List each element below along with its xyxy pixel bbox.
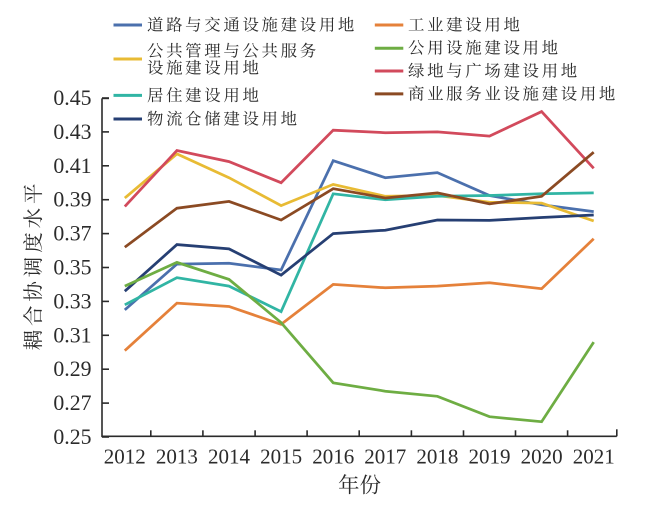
svg-text:居住建设用地: 居住建设用地 bbox=[147, 82, 262, 106]
svg-text:绿地与广场建设用地: 绿地与广场建设用地 bbox=[408, 58, 580, 82]
svg-text:2017: 2017 bbox=[364, 445, 406, 469]
svg-text:商业服务业设施建设用地: 商业服务业设施建设用地 bbox=[408, 80, 618, 104]
svg-text:物流仓储建设用地: 物流仓储建设用地 bbox=[147, 106, 300, 130]
svg-text:工业建设用地: 工业建设用地 bbox=[408, 12, 523, 36]
svg-text:2020: 2020 bbox=[521, 445, 563, 469]
svg-text:0.31: 0.31 bbox=[53, 323, 91, 347]
svg-text:0.25: 0.25 bbox=[53, 425, 91, 449]
svg-text:2019: 2019 bbox=[469, 445, 511, 469]
svg-text:0.29: 0.29 bbox=[53, 357, 91, 381]
svg-text:0.27: 0.27 bbox=[53, 391, 91, 415]
svg-text:2016: 2016 bbox=[312, 445, 354, 469]
svg-text:0.41: 0.41 bbox=[53, 154, 91, 178]
svg-text:2018: 2018 bbox=[416, 445, 458, 469]
svg-text:设施建设用地: 设施建设用地 bbox=[147, 55, 262, 79]
svg-text:2012: 2012 bbox=[104, 445, 146, 469]
svg-text:年份: 年份 bbox=[338, 469, 381, 500]
svg-text:耦合协调度水平: 耦合协调度水平 bbox=[17, 180, 47, 351]
svg-text:公共管理与公共服务: 公共管理与公共服务 bbox=[147, 38, 319, 62]
svg-text:2014: 2014 bbox=[208, 445, 251, 469]
svg-text:0.33: 0.33 bbox=[53, 289, 91, 313]
svg-text:道路与交通设施建设用地: 道路与交通设施建设用地 bbox=[147, 12, 357, 36]
svg-text:0.35: 0.35 bbox=[53, 256, 91, 280]
svg-text:0.45: 0.45 bbox=[53, 86, 91, 110]
svg-text:0.37: 0.37 bbox=[53, 222, 91, 246]
svg-text:0.43: 0.43 bbox=[53, 120, 91, 144]
svg-text:0.39: 0.39 bbox=[53, 188, 91, 212]
svg-text:2015: 2015 bbox=[260, 445, 302, 469]
svg-text:2021: 2021 bbox=[573, 445, 615, 469]
svg-text:公用设施建设用地: 公用设施建设用地 bbox=[408, 35, 561, 59]
svg-text:2013: 2013 bbox=[156, 445, 198, 469]
